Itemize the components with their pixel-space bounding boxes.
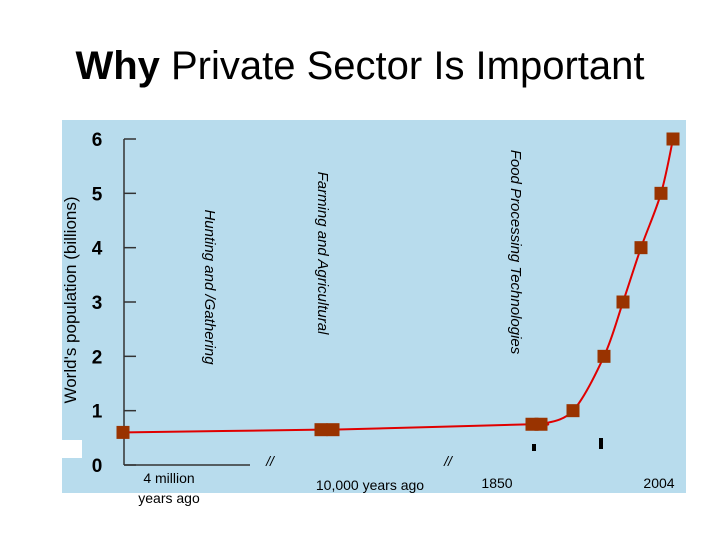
data-point-marker [634, 241, 648, 255]
y-tick-marks [124, 138, 136, 466]
x-label-1850: 1850 [481, 475, 512, 491]
data-point-marker [116, 425, 130, 439]
data-point-marker [597, 349, 611, 363]
x-break-1: // [265, 453, 276, 469]
chart-background [62, 120, 686, 493]
era-label-food-processing: Food Processing Technologies [507, 150, 524, 355]
data-point-marker [326, 423, 340, 437]
x-label-4-million-line2: years ago [138, 490, 200, 506]
x-break-2: // [443, 453, 454, 469]
data-point-marker [534, 417, 548, 431]
y-tick-label: 4 [92, 239, 103, 260]
slide-title-bold: Why [75, 44, 160, 88]
y-tick-labels: 0 1 2 3 4 5 6 [92, 130, 103, 477]
data-point-marker [616, 295, 630, 309]
y-tick-label: 1 [92, 402, 103, 423]
slide-title-rest: Private Sector Is Important [159, 44, 645, 88]
data-point-marker [666, 132, 680, 146]
x-label-10000-years: 10,000 years ago [316, 477, 424, 493]
y-tick-label: 5 [92, 184, 103, 205]
y-axis-label: World's population (billions) [61, 196, 80, 403]
legend-swatch [58, 440, 82, 458]
y-tick-label: 0 [92, 456, 103, 477]
x-label-2004: 2004 [643, 475, 674, 491]
y-tick-label: 6 [92, 130, 103, 151]
y-tick-label: 3 [92, 293, 103, 314]
data-point-marker [654, 186, 668, 200]
data-point-marker [314, 423, 328, 437]
slide-title: Why Private Sector Is Important [0, 44, 720, 89]
era-label-hunting: Hunting and /Gathering [201, 209, 218, 365]
y-tick-label: 2 [92, 347, 103, 368]
tick-mark [532, 444, 536, 451]
x-label-4-million-line1: 4 million [143, 470, 194, 486]
era-label-farming: Farming and Agricultural [314, 172, 331, 336]
tick-mark [599, 438, 603, 449]
data-point-marker [566, 404, 580, 418]
series-markers [116, 132, 680, 439]
